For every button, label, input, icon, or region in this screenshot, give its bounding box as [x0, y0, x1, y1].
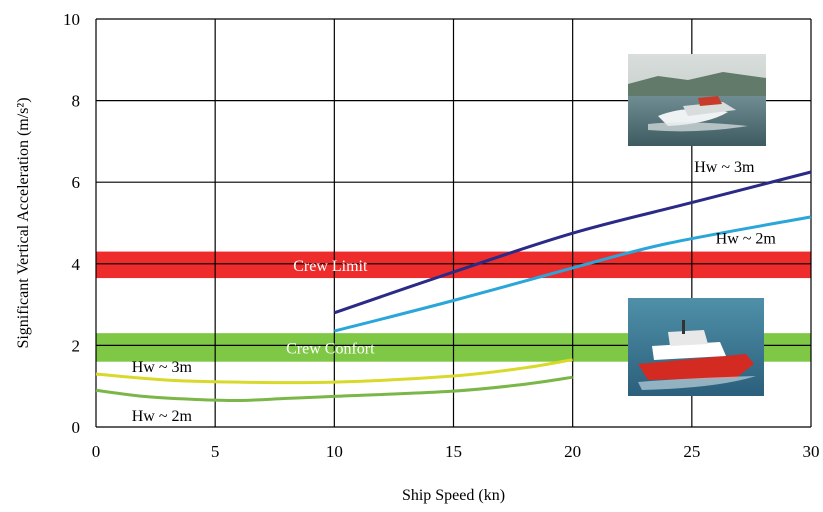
y-tick-label: 10	[63, 10, 80, 29]
x-tick-label: 0	[92, 442, 101, 461]
x-tick-label: 20	[564, 442, 581, 461]
x-axis-label: Ship Speed (kn)	[402, 487, 505, 504]
band-label: Crew Limit	[293, 258, 368, 275]
series-line-1	[333, 215, 812, 333]
series-line-2	[95, 358, 573, 385]
series-annotation: Hw ~ 2m	[716, 230, 777, 247]
y-tick-label: 0	[72, 418, 81, 437]
fast-boat-photo	[628, 54, 766, 146]
x-tick-label: 15	[445, 442, 462, 461]
y-tick-label: 2	[72, 336, 81, 355]
x-tick-label: 5	[211, 442, 220, 461]
series-annotation: Hw ~ 3m	[694, 159, 755, 176]
pilot-vessel-photo	[628, 298, 764, 396]
x-tick-label: 30	[803, 442, 820, 461]
band-label: Crew Confort	[286, 340, 375, 357]
series-line-0	[333, 170, 812, 315]
y-axis-label: Significant Vertical Acceleration (m/s²)	[15, 97, 32, 348]
y-tick-label: 6	[72, 173, 81, 192]
y-tick-label: 8	[72, 92, 81, 111]
y-tick-label: 4	[72, 255, 81, 274]
x-tick-label: 10	[326, 442, 343, 461]
x-tick-label: 25	[683, 442, 700, 461]
series-line-3	[95, 375, 573, 403]
series-annotation: Hw ~ 2m	[132, 408, 193, 425]
series-annotation: Hw ~ 3m	[132, 359, 193, 376]
